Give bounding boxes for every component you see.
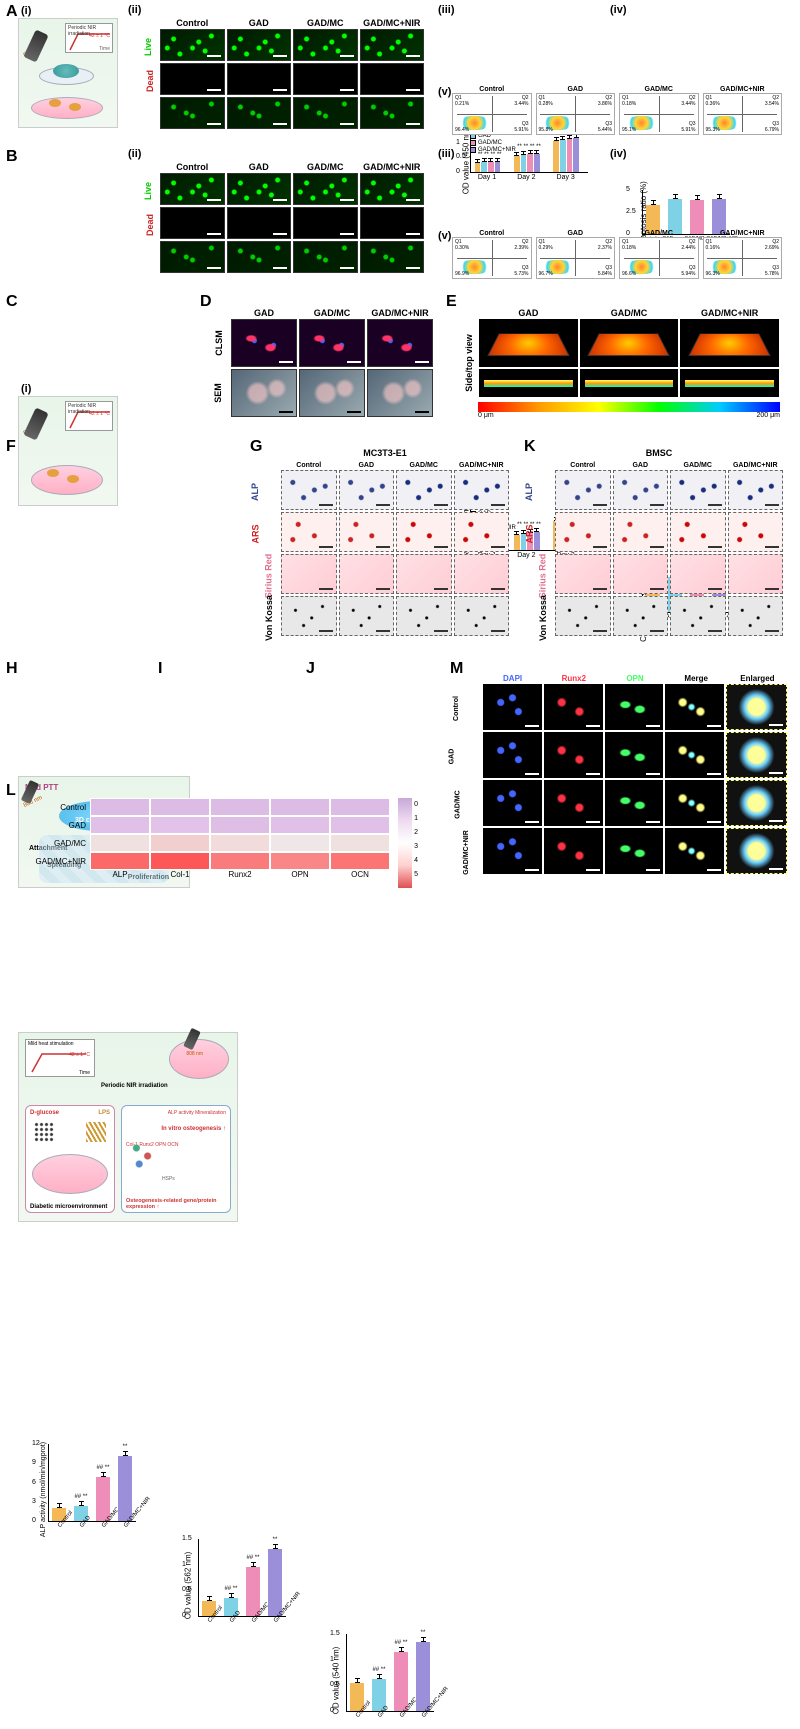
panelA-temp: 42 ± 1 °C bbox=[89, 33, 110, 39]
panelA-iii-ylabel: OD value (450 nm) bbox=[461, 127, 470, 195]
panelL-heatmap: ControlGADGAD/MCGAD/MC+NIRALPCol-1Runx2O… bbox=[18, 798, 418, 888]
label-H: H bbox=[6, 660, 18, 678]
panelB-i-label: (i) bbox=[21, 383, 31, 395]
label-A: A bbox=[6, 3, 18, 21]
panelA-iii-bar: OD value (450 nm) 00.511.5Day 1** ** ** … bbox=[452, 128, 592, 190]
panelB-iv-label: (iv) bbox=[610, 148, 627, 160]
label-J: J bbox=[306, 660, 315, 678]
panelB-temp: 42 ± 1 °C bbox=[89, 411, 110, 417]
label-E: E bbox=[446, 293, 457, 311]
panelB-iii-label: (iii) bbox=[438, 148, 455, 160]
label-I: I bbox=[158, 660, 162, 678]
panelK-grid: ControlGADGAD/MCGAD/MC+NIR ALP ARS Siriu… bbox=[536, 462, 784, 637]
panelK-title: BMSC bbox=[534, 448, 784, 458]
panelA-v-label: (v) bbox=[438, 86, 451, 98]
panelB-i-schematic: (i) Periodic NIR irradiation 42 ± 1 °C 8… bbox=[18, 396, 118, 506]
label-C: C bbox=[6, 293, 18, 311]
panelD-grid: GAD GAD/MC GAD/MC+NIR CLSM SEM bbox=[214, 308, 434, 418]
panelA-iv-label: (iv) bbox=[610, 4, 627, 16]
panelH-bar: ALP activity (nmol/min/mgprot) 036912Con… bbox=[30, 1444, 140, 1539]
panelA-ii-label: (ii) bbox=[128, 4, 141, 16]
label-F: F bbox=[6, 438, 16, 456]
panelA-iii-label: (iii) bbox=[438, 4, 455, 16]
panelA-ii-grid: Control GAD GAD/MC GAD/MC+NIR Live Dead … bbox=[145, 18, 425, 130]
panelI-bar: OD value (562 nm) 00.511.5Control## **GA… bbox=[180, 1539, 290, 1634]
colhead-gadmc: GAD/MC bbox=[292, 18, 359, 28]
panelG-grid: ControlGADGAD/MCGAD/MC+NIR ALP ARS Siriu… bbox=[262, 462, 510, 637]
label-D: D bbox=[200, 293, 212, 311]
panelA-v-flow: Control Q10.21% Q23.44% 96.4% Q35.91% GA… bbox=[452, 86, 782, 135]
panelA-i-label: (i) bbox=[21, 5, 31, 17]
panelF-schematic: Mild heat stimulation 42 ± 1 °C Time Per… bbox=[18, 1032, 238, 1222]
panelB-ii-grid: Control GAD GAD/MC GAD/MC+NIR Live Dead … bbox=[145, 162, 425, 274]
panelB-ii-label: (ii) bbox=[128, 148, 141, 160]
panelE-grid: GAD GAD/MC GAD/MC+NIR Side/top view 0 μm… bbox=[460, 308, 780, 419]
label-B: B bbox=[6, 148, 18, 166]
panelJ-bar: OD value (540 nm) 00.511.5Control## **GA… bbox=[328, 1634, 438, 1729]
label-L: L bbox=[6, 782, 16, 800]
panelM-grid: DAPIRunx2OPNMergeEnlarged Control GAD GA… bbox=[462, 674, 788, 875]
panelB-v-flow: Control Q10.30% Q22.39% 96.9% Q35.73% GA… bbox=[452, 230, 782, 279]
panelA-i-schematic: (i) Periodic NIR irradiation 42 ± 1 °C T… bbox=[18, 18, 118, 128]
panelG-title: MC3T3-E1 bbox=[260, 448, 510, 458]
colhead-gad: GAD bbox=[226, 18, 293, 28]
panelB-v-label: (v) bbox=[438, 230, 451, 242]
colhead-gadmcnir: GAD/MC+NIR bbox=[359, 18, 426, 28]
colhead-control: Control bbox=[159, 18, 226, 28]
